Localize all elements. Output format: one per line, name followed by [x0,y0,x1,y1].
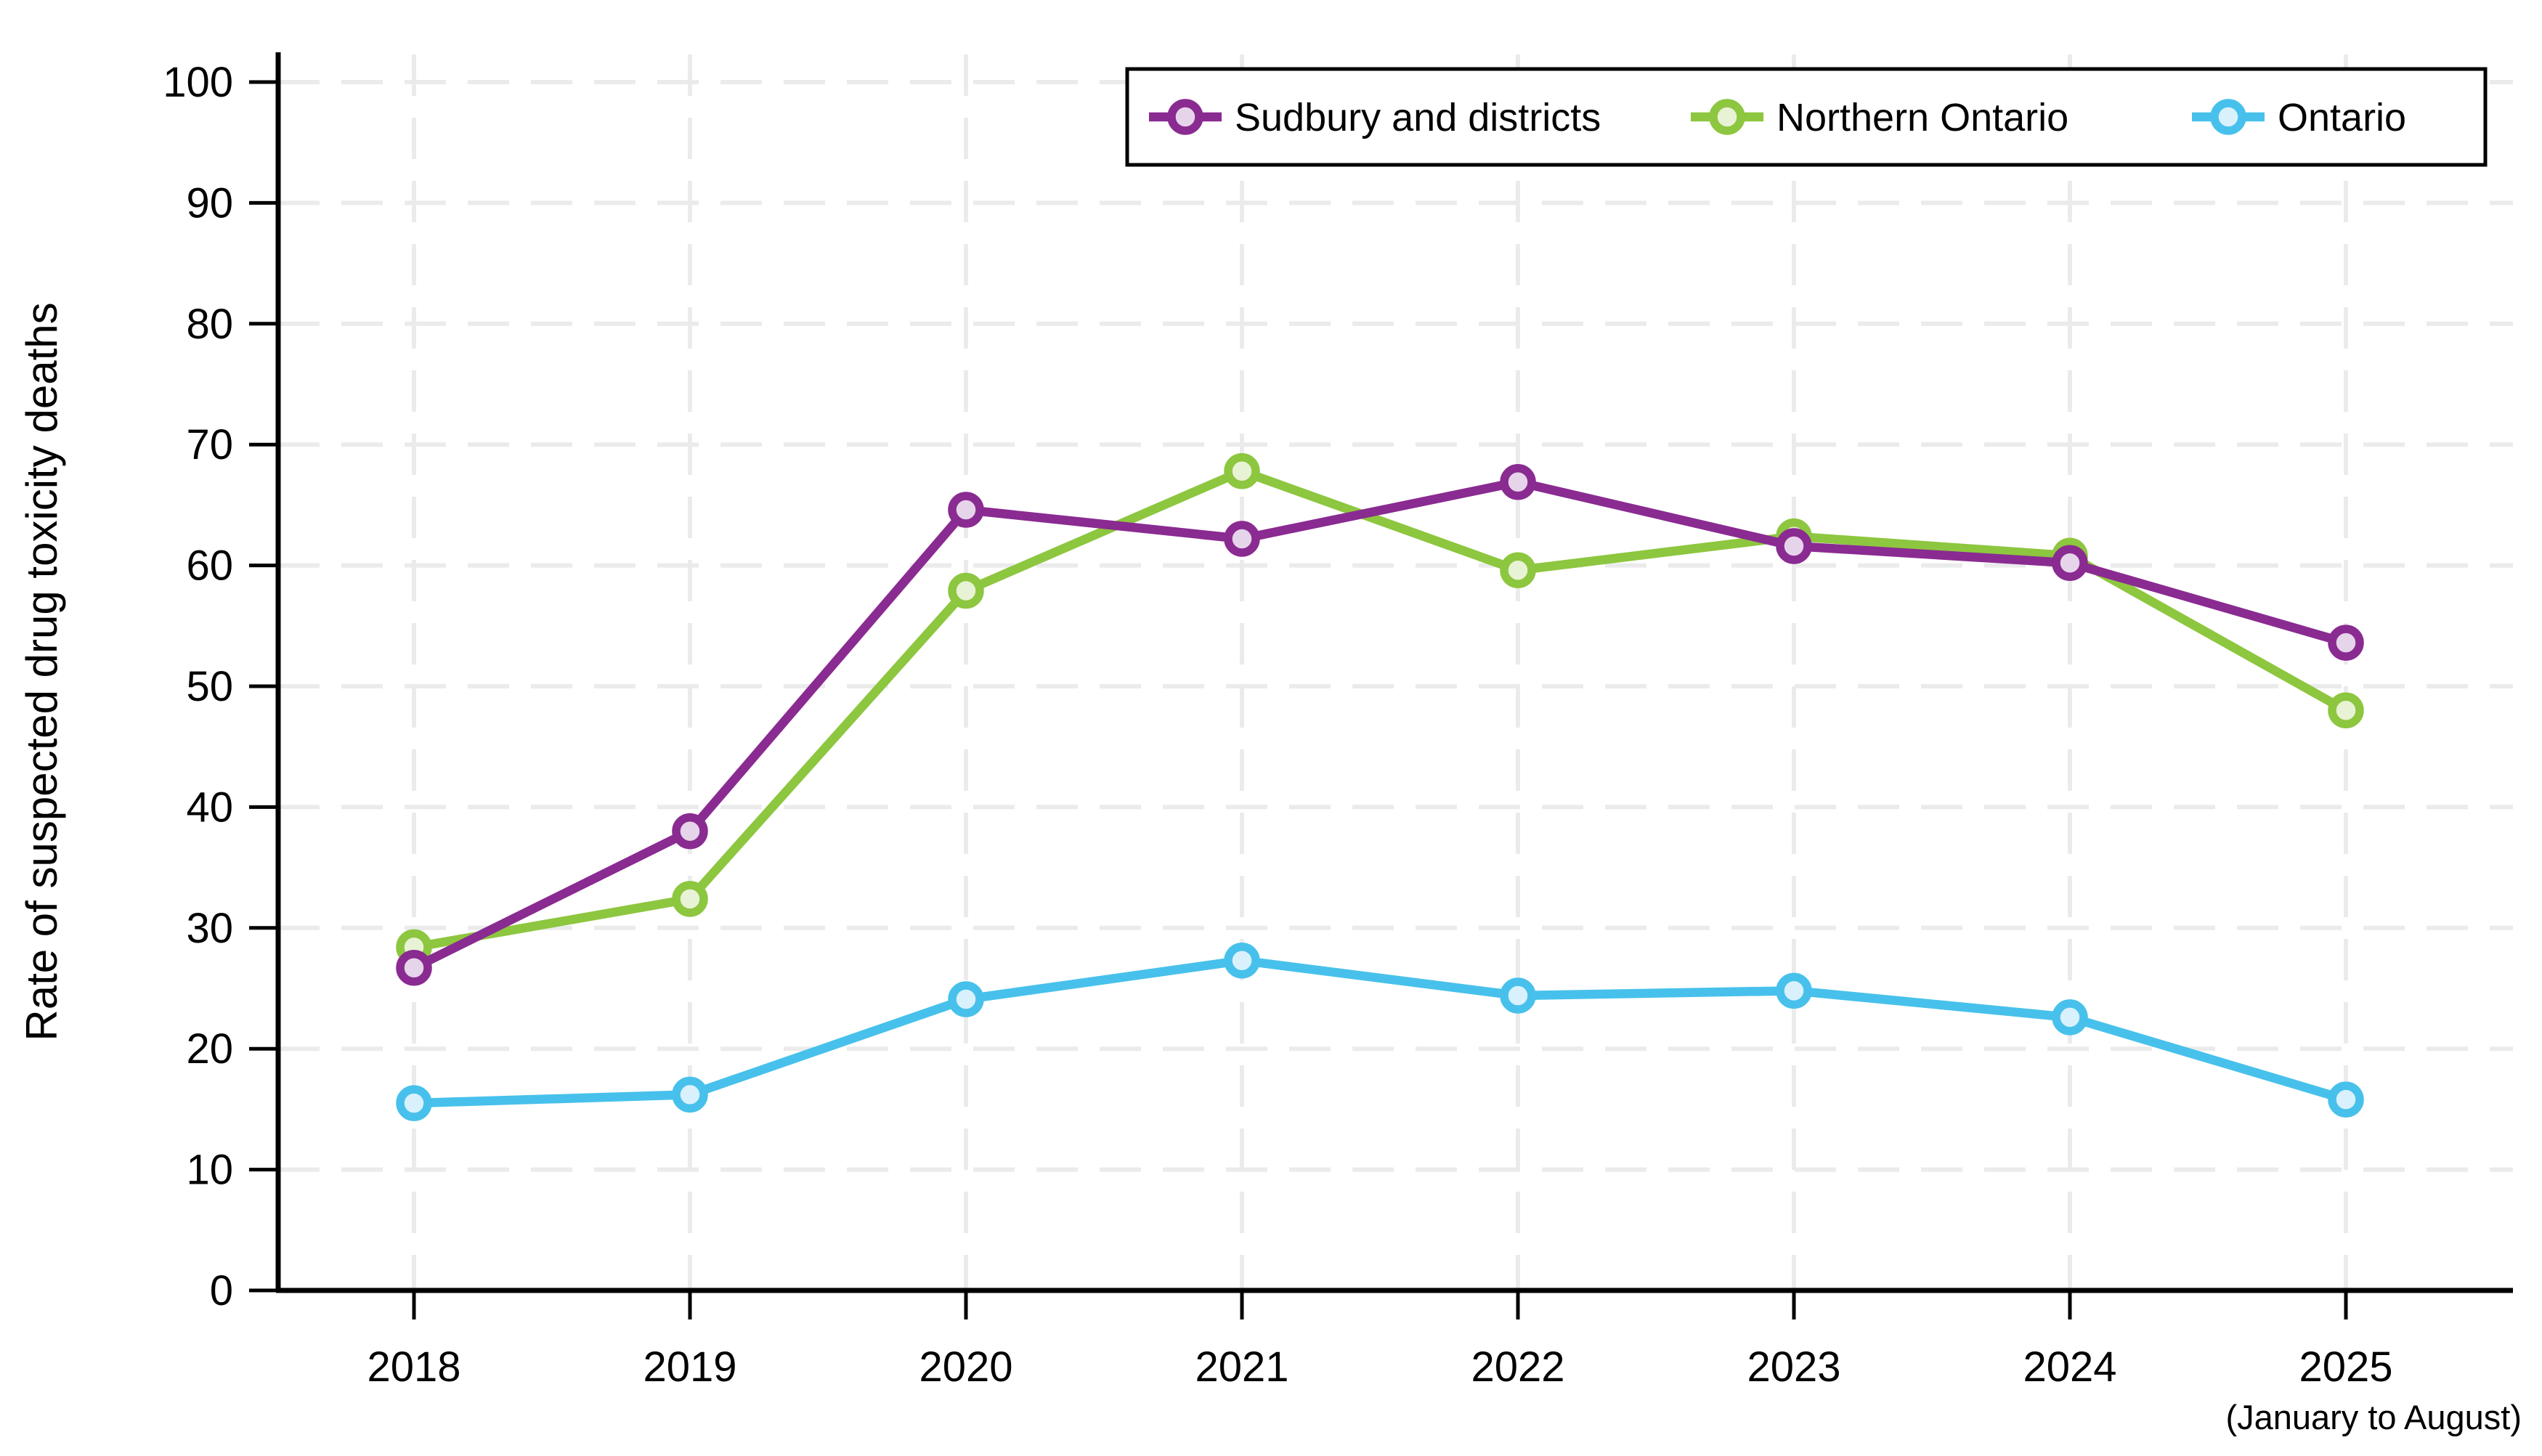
y-tick-label: 0 [210,1267,233,1314]
legend-marker [2210,99,2246,135]
data-point-northern-ontario-2019 [672,881,708,917]
x-tick-label: 2021 [1195,1343,1288,1391]
y-tick-label: 80 [186,301,233,348]
y-tick-label: 90 [186,179,233,227]
data-point-sudbury-and-districts-2018 [396,949,432,986]
legend-item-sudbury-and-districts: Sudbury and districts [1149,96,1601,139]
data-point-ontario-2022 [1500,977,1536,1014]
data-point-sudbury-and-districts-2020 [948,492,984,528]
y-tick-label: 100 [163,59,233,106]
y-tick-label: 70 [186,421,233,468]
x-tick-label: 2018 [367,1343,460,1391]
data-point-northern-ontario-2022 [1500,552,1536,589]
data-point-ontario-2018 [396,1085,432,1121]
data-point-ontario-2020 [948,981,984,1017]
x-axis-note: (January to August) [2225,1398,2522,1436]
y-tick-label: 10 [186,1147,233,1194]
legend-marker [1709,99,1745,135]
y-tick-label: 20 [186,1025,233,1073]
data-point-sudbury-and-districts-2019 [672,813,708,850]
x-tick-label: 2020 [919,1343,1012,1391]
x-tick-label: 2025 [2299,1343,2392,1391]
y-axis-title: Rate of suspected drug toxicity deaths [17,302,66,1041]
data-point-ontario-2025 [2328,1081,2364,1118]
x-tick-label: 2022 [1471,1343,1564,1391]
legend-item-ontario: Ontario [2192,96,2406,139]
data-point-northern-ontario-2021 [1224,453,1260,489]
legend-label: Northern Ontario [1776,96,2068,139]
y-tick-label: 30 [186,905,233,952]
legend-item-northern-ontario: Northern Ontario [1691,96,2068,139]
axes: 0 10 20 30 40 50 60 70 80 90 100 2018 2019 2020 2021 20… [163,52,2513,1391]
x-tick-label: 2024 [2023,1343,2116,1391]
legend-marker [1167,99,1203,135]
series-line-sudbury-and-districts [409,477,2351,972]
data-point-ontario-2024 [2052,999,2088,1036]
data-point-sudbury-and-districts-2021 [1224,521,1260,557]
data-point-northern-ontario-2020 [948,572,984,609]
data-point-ontario-2021 [1224,942,1260,979]
series-lines [396,453,2364,1121]
data-point-sudbury-and-districts-2022 [1500,464,1536,500]
x-tick-label: 2023 [1747,1343,1840,1391]
gridlines [278,54,2513,1290]
legend-label: Sudbury and districts [1235,96,1601,139]
x-tick-label: 2019 [643,1343,736,1391]
legend: Sudbury and districts Northern Ontario Ont… [1125,67,2488,167]
data-point-northern-ontario-2025 [2328,692,2364,729]
legend-label: Ontario [2278,96,2406,139]
data-point-ontario-2023 [1776,972,1812,1009]
y-tick-label: 60 [186,542,233,590]
y-tick-label: 40 [186,784,233,831]
series-line-ontario [409,956,2351,1108]
series-line-northern-ontario [409,466,2351,952]
data-point-ontario-2019 [672,1076,708,1113]
data-point-sudbury-and-districts-2023 [1776,528,1812,564]
y-tick-label: 50 [186,663,233,710]
data-point-sudbury-and-districts-2024 [2052,545,2088,582]
data-point-sudbury-and-districts-2025 [2328,625,2364,661]
